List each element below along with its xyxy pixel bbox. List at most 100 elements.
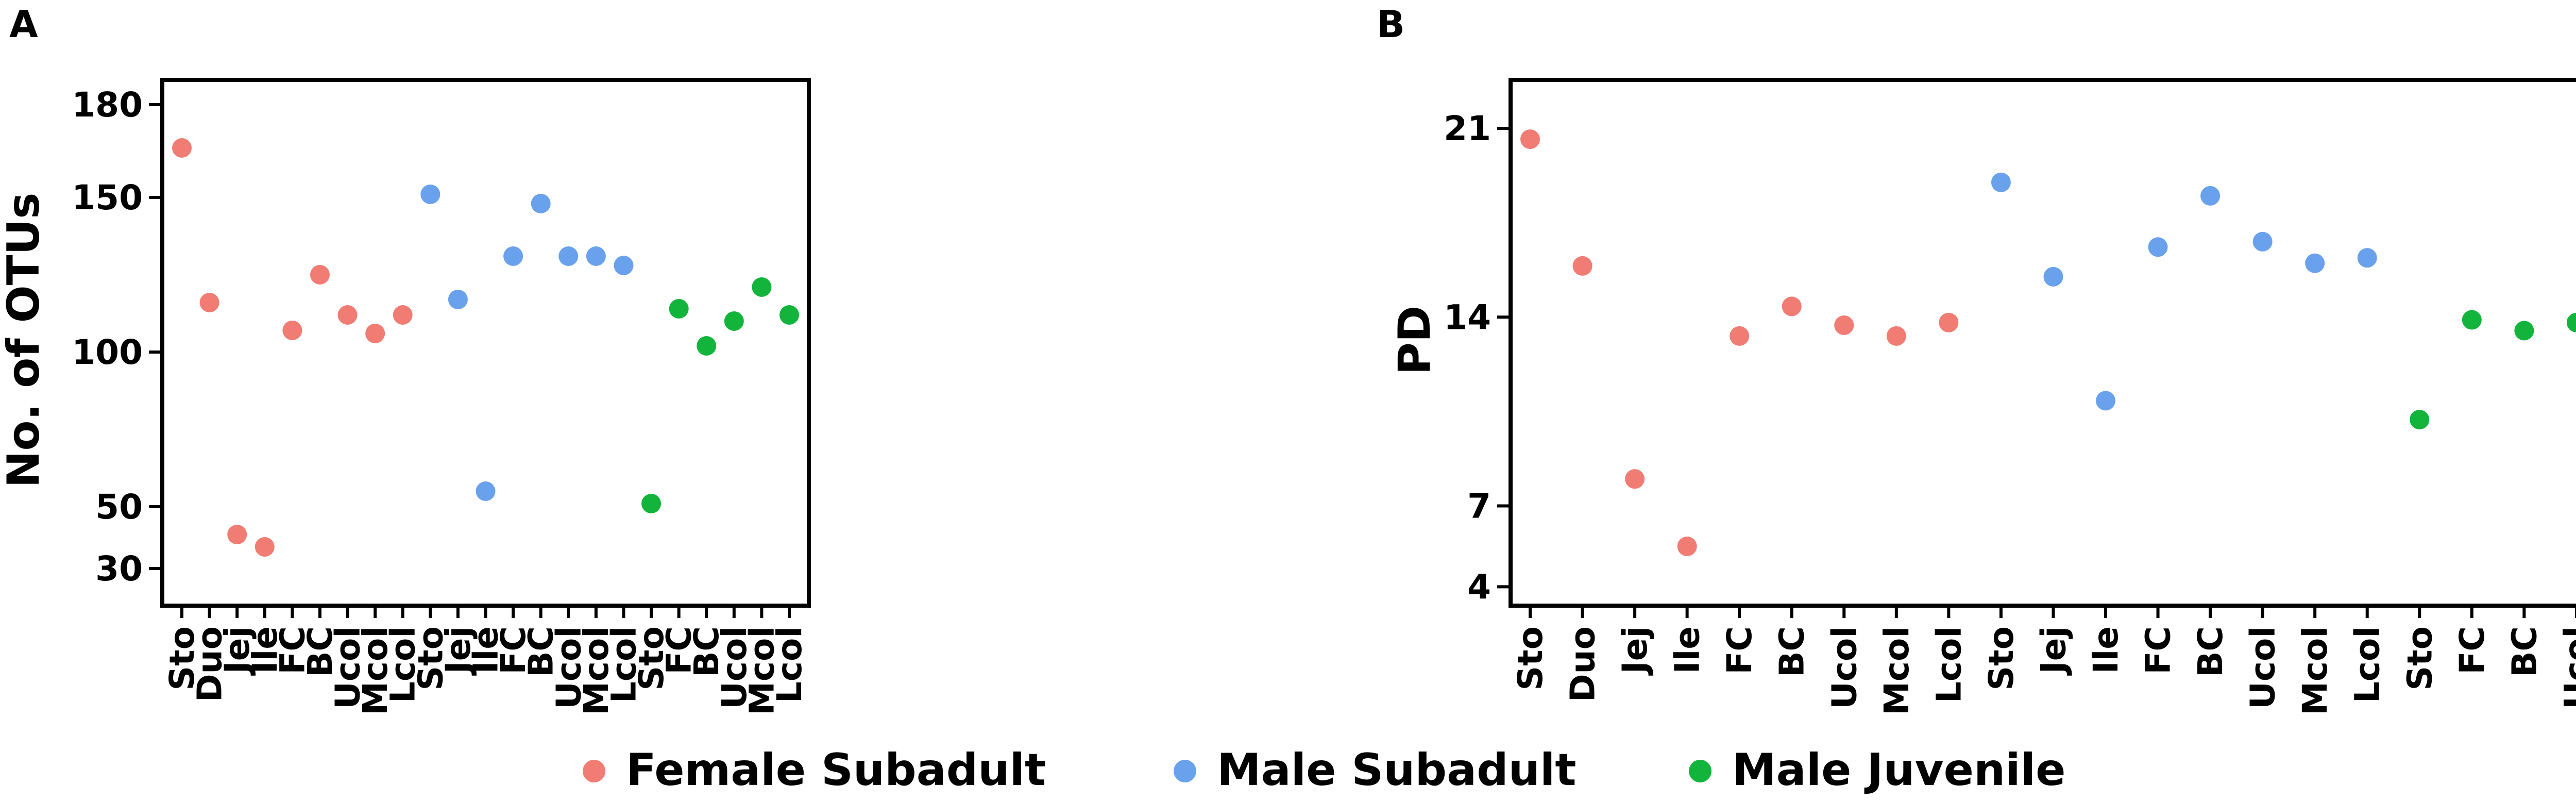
panel-a-point-22 — [779, 305, 799, 325]
panel-a-x-tick-label-0: Sto — [162, 626, 202, 690]
panel-a-point-16 — [614, 256, 634, 275]
panel-b-point-4 — [1730, 326, 1750, 346]
panel-a-x-tick-label-4: FC — [273, 626, 312, 675]
panel-b-point-6 — [1834, 315, 1854, 335]
panel-b-point-16 — [2357, 248, 2377, 268]
panel-a-point-20 — [724, 311, 744, 331]
panel-a-point-12 — [503, 246, 523, 266]
panel-a-point-4 — [282, 321, 302, 340]
panel-a-point-18 — [669, 299, 689, 319]
panel-b-x-tick-label-19: BC — [2504, 626, 2544, 677]
panel-b-point-10 — [2043, 266, 2063, 287]
panel-b-point-11 — [2096, 391, 2115, 411]
panel-b-point-7 — [1886, 326, 1906, 346]
panel-a-point-19 — [697, 336, 717, 356]
panel-b-point-12 — [2148, 237, 2168, 257]
panel-a-y-tick-label-1: 50 — [95, 487, 143, 527]
legend-label-female-subadult: Female Subadult — [626, 744, 1046, 796]
panel-a-point-11 — [476, 481, 496, 501]
panel-b-point-3 — [1677, 536, 1697, 556]
panel-b-x-tick-label-10: Jej — [2033, 626, 2073, 676]
panel-a-point-13 — [531, 194, 551, 213]
panel-a-point-7 — [365, 324, 385, 343]
panel-a-x-tick-label-11: Ile — [466, 626, 506, 674]
panel-a-x-tick-label-2: Jej — [217, 626, 257, 676]
panel-a-x-tick-label-13: BC — [521, 626, 561, 677]
panel-a-y-tick-label-4: 180 — [72, 85, 143, 125]
panel-b-point-17 — [2410, 410, 2430, 430]
panel-b-x-tick-label-8: Lcol — [1929, 626, 1969, 703]
panel-b-x-tick-label-15: Mcol — [2295, 626, 2335, 715]
panel-b-x-tick-label-0: Sto — [1511, 626, 1550, 690]
panel-a-y-tick-label-3: 150 — [72, 178, 143, 218]
panel-b-y-tick-label-2: 14 — [1444, 297, 1491, 337]
panel-a-point-1 — [199, 293, 219, 312]
panel-b-x-tick-label-13: BC — [2191, 626, 2230, 677]
panel-a-y-tick-label-2: 100 — [72, 332, 143, 372]
panel-b-x-tick-label-14: Ucol — [2243, 626, 2283, 709]
panel-b-point-1 — [1572, 256, 1592, 276]
legend-item-female-subadult: Female Subadult — [583, 744, 1046, 796]
panel-a-x-tick-label-3: Ile — [245, 626, 285, 674]
panel-b-point-20 — [2566, 312, 2576, 332]
panel-a-y-axis-label: No. of OTUs — [0, 193, 49, 488]
panel-b-point-18 — [2462, 310, 2482, 330]
panel-a-x-tick-label-16: Lcol — [604, 626, 643, 703]
panel-b-point-0 — [1520, 129, 1540, 149]
panel-a-point-2 — [227, 525, 247, 544]
panel-a-point-8 — [393, 305, 413, 325]
panel-a-point-0 — [172, 138, 192, 158]
legend-item-male-subadult: Male Subadult — [1174, 744, 1577, 796]
panel-b-x-tick-label-7: Mcol — [1877, 626, 1917, 715]
panel-a-point-6 — [337, 305, 358, 325]
panel-a-point-3 — [255, 537, 275, 557]
panel-a-x-tick-label-1: Duo — [190, 626, 230, 702]
panel-a-x-tick-label-20: Ucol — [715, 626, 754, 709]
panel-b-x-tick-label-20: Ucol — [2557, 626, 2576, 709]
panel-b-point-15 — [2305, 253, 2325, 273]
panel-a-x-tick-label-8: Lcol — [383, 626, 423, 703]
panel-a-x-tick-label-12: FC — [494, 626, 533, 675]
panel-b-y-tick-label-0: 4 — [1467, 567, 1491, 607]
panel-a-x-tick-label-9: Sto — [411, 626, 450, 690]
panel-a-point-9 — [420, 185, 440, 204]
panel-b-x-tick-label-1: Duo — [1563, 626, 1603, 702]
panel-b-x-tick-label-18: FC — [2452, 626, 2492, 675]
panel-a-x-tick-label-19: BC — [687, 626, 726, 677]
panel-a-point-21 — [752, 277, 772, 297]
legend-item-male-juvenile: Male Juvenile — [1689, 744, 2065, 796]
panel-b-label: B — [1377, 3, 1405, 46]
panel-a-point-17 — [641, 494, 662, 513]
panel-b-x-tick-label-11: Ile — [2086, 626, 2126, 674]
panel-b-x-tick-label-16: Lcol — [2348, 626, 2387, 703]
panel-b-point-14 — [2252, 231, 2273, 252]
legend: Female Subadult Male Subadult Male Juven… — [583, 744, 2065, 796]
panel-b-plot-frame — [1509, 78, 2576, 608]
panel-a-point-5 — [310, 265, 330, 285]
panel-a-x-tick-label-6: Ucol — [328, 626, 368, 709]
panel-b-x-tick-label-17: Sto — [2400, 626, 2439, 690]
panel-a-y-tick-label-0: 30 — [95, 549, 143, 589]
panel-b-point-2 — [1625, 469, 1645, 489]
panel-b-point-5 — [1782, 296, 1802, 316]
panel-b-point-13 — [2200, 186, 2221, 206]
panel-a-x-tick-label-14: Ucol — [549, 626, 588, 709]
panel-b-x-tick-label-2: Jej — [1615, 626, 1655, 676]
panel-a-point-14 — [558, 246, 579, 266]
panel-a-points — [172, 138, 799, 557]
panel-a-label: A — [9, 3, 38, 46]
panel-b-x-tick-label-4: FC — [1720, 626, 1759, 675]
panel-b-y-axis-label: PD — [1389, 306, 1440, 375]
panel-b-x-tick-label-5: BC — [1772, 626, 1812, 677]
panel-b-y-tick-label-1: 7 — [1467, 486, 1491, 526]
legend-marker-male-juvenile — [1689, 760, 1711, 782]
panel-b-point-8 — [1939, 312, 1959, 332]
panel-a-x-tick-label-18: FC — [659, 626, 699, 675]
panel-b-x-tick-label-12: FC — [2139, 626, 2178, 675]
panel-a-x-tick-label-15: Mcol — [577, 626, 616, 715]
panel-b-points — [1520, 129, 2576, 556]
panel-a-ticks: 3050100150180StoDuoJejIleFCBCUcolMcolLco… — [72, 85, 809, 715]
panel-a: A No. of OTUs 3050100150180StoDuoJejIleF… — [0, 3, 811, 715]
